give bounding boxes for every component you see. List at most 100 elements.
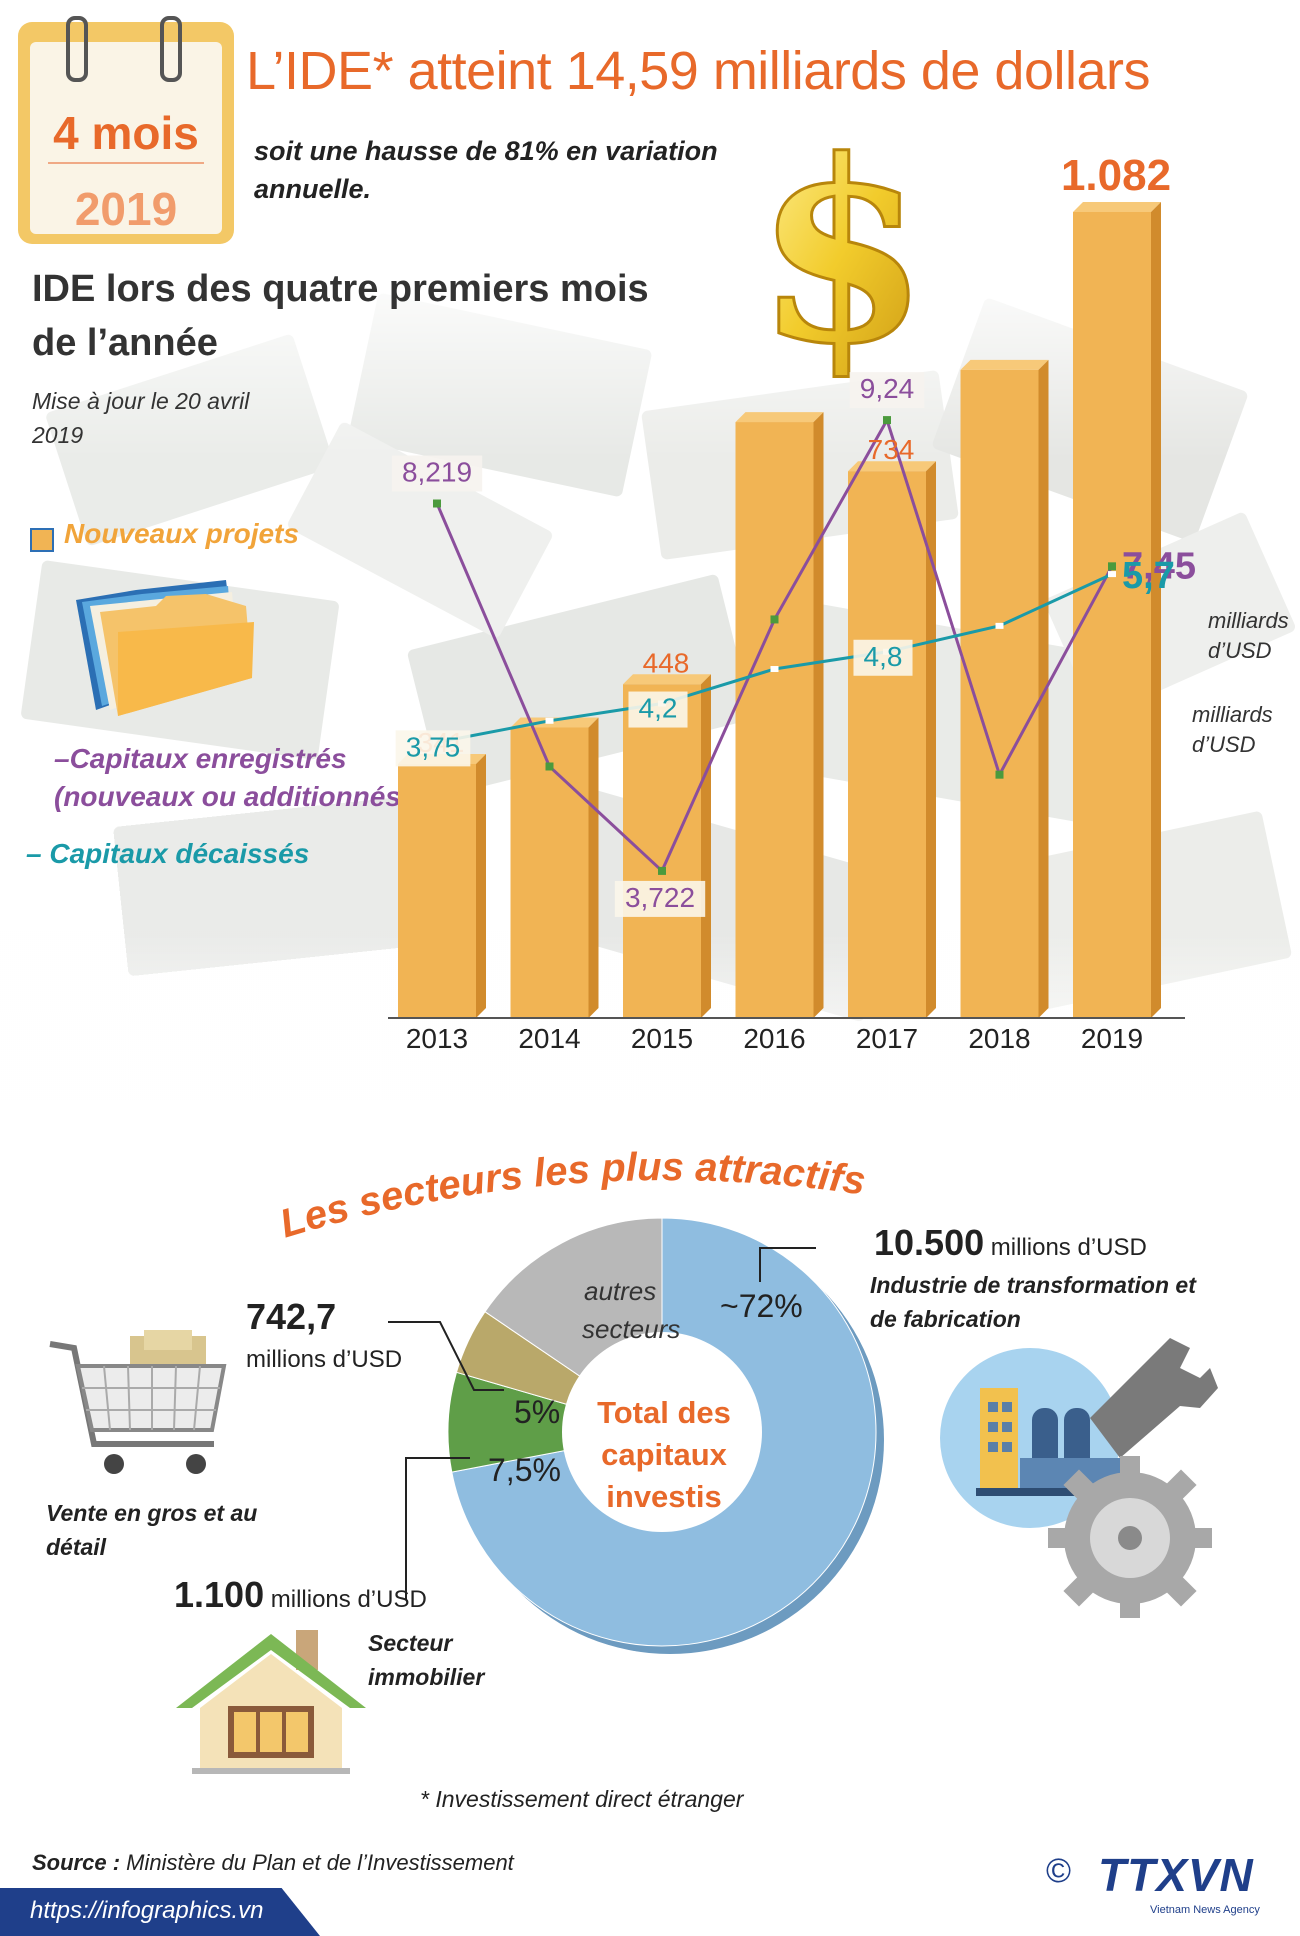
slice-label-others-1: autres <box>584 1276 657 1306</box>
legend-swatch-bars <box>30 528 54 552</box>
disbursed-label-2013: 3,75 <box>406 731 461 762</box>
calendar-divider <box>48 162 204 164</box>
x-tick-2019: 2019 <box>1081 1023 1143 1054</box>
calendar-ring <box>160 16 182 82</box>
marker-registered-2019 <box>1108 562 1116 571</box>
marker-disbursed-2019 <box>1108 571 1116 578</box>
realestate-value: 1.100 millions d’USD <box>174 1574 427 1615</box>
donut-hole <box>562 1332 762 1532</box>
disbursed-label-2019: 5,7 <box>1122 555 1175 597</box>
marker-registered-2014 <box>545 762 554 771</box>
x-tick-2016: 2016 <box>743 1023 805 1054</box>
source: Source : Ministère du Plan et de l’Inves… <box>32 1850 514 1875</box>
unit-registered: milliards d’USD <box>1208 608 1289 663</box>
realestate-label: Secteur immobilier <box>368 1630 485 1690</box>
calendar-icon: 4 mois 2019 <box>18 16 234 244</box>
donut-center-label: Total des capitaux investis <box>597 1395 731 1514</box>
calendar-page <box>30 42 222 234</box>
sector-donut-chart <box>447 1217 884 1654</box>
x-tick-2015: 2015 <box>631 1023 693 1054</box>
folder-icon <box>76 580 254 716</box>
registered-label-2013-bg <box>391 455 483 492</box>
website-link[interactable]: https://infographics.vn <box>30 1897 264 1924</box>
combo-chart: 3414487341.0828,2193,7229,247,453,754,24… <box>388 151 1196 1054</box>
x-tick-2017: 2017 <box>856 1023 918 1054</box>
retail-label: Vente en gros et au détail <box>46 1500 258 1560</box>
marker-registered-2017 <box>883 416 891 425</box>
factory-gear-icon <box>940 1338 1218 1618</box>
registered-label-2013: 8,219 <box>402 457 472 488</box>
x-axis: 2013 2014 2015 2016 2017 2018 2019 <box>388 1017 1185 1054</box>
calendar-year: 2019 <box>74 183 178 235</box>
bar-side <box>588 717 599 1018</box>
legend-disbursed-capital: – Capitaux décaissés <box>26 838 310 869</box>
copyright-icon: © <box>1046 1852 1072 1890</box>
bar-2018 <box>960 369 1039 1018</box>
disbursed-label-2013-bg <box>395 730 471 767</box>
legend-new-projects: Nouveaux projets <box>64 518 299 549</box>
update-note: Mise à jour le 20 avril 2019 <box>32 388 250 448</box>
footnote: * Investissement direct étranger <box>420 1786 744 1812</box>
marker-registered-2013 <box>433 499 441 508</box>
marker-disbursed-2014 <box>545 717 554 724</box>
industry-label: Industrie de transformation et de fabric… <box>870 1272 1196 1332</box>
legend-registered-capital: –Capitaux enregistrés (nouveaux ou addit… <box>54 743 419 812</box>
unit-disbursed: milliards d’USD <box>1192 702 1273 757</box>
house-icon <box>176 1630 366 1774</box>
bar-side <box>1151 202 1161 1018</box>
svg-text:$: $ <box>755 128 929 378</box>
bar-top <box>1073 202 1161 212</box>
marker-registered-2016 <box>770 615 779 624</box>
donut-slice-1 <box>447 1371 663 1473</box>
bar-2016 <box>735 422 814 1018</box>
bar-label-2017: 734 <box>868 434 915 465</box>
shopping-cart-icon <box>49 1330 227 1474</box>
slice-label-others-2: secteurs <box>582 1314 681 1344</box>
bar-2013 <box>398 763 476 1018</box>
disbursed-label-2017-bg <box>853 639 913 676</box>
registered-label-2019: 7,45 <box>1122 545 1196 587</box>
labels-layer: 3414487341.0828,2193,7229,247,453,754,24… <box>391 151 1196 917</box>
registered-label-2015-bg <box>614 880 706 917</box>
x-tick-2013: 2013 <box>406 1023 468 1054</box>
ttxvn-logo-subtitle: Vietnam News Agency <box>1150 1904 1260 1916</box>
sectors-title: Les secteurs les plus attractifs <box>275 1145 868 1246</box>
marker-registered-2018 <box>995 770 1004 779</box>
dollar-icon: $ <box>754 128 931 378</box>
x-tick-2014: 2014 <box>518 1023 580 1054</box>
calendar-period: 4 mois <box>53 107 199 159</box>
disbursed-label-2015-bg <box>628 691 688 728</box>
bar-top <box>848 461 936 472</box>
website-bar <box>0 1888 320 1936</box>
bar-side <box>813 412 824 1018</box>
registered-label-2017-bg <box>849 372 925 409</box>
bar-top <box>623 674 711 685</box>
disbursed-label-2015: 4,2 <box>639 693 678 724</box>
industry-value: 10.500 millions d’USD <box>874 1222 1147 1263</box>
bar-2014 <box>510 727 589 1018</box>
bar-2015 <box>623 684 701 1018</box>
slice-label-retail: 5% <box>514 1394 561 1430</box>
slice-label-realestate: 7,5% <box>488 1452 561 1488</box>
ttxvn-logo: TTXVN <box>1098 1849 1254 1901</box>
slice-label-industry: ~72% <box>720 1288 803 1324</box>
retail-value: 742,7 <box>246 1296 337 1337</box>
bar-side <box>926 461 936 1018</box>
bar-top <box>735 412 824 423</box>
marker-registered-2015 <box>658 866 666 875</box>
page-title: L’IDE* atteint 14,59 milliards de dollar… <box>246 41 1151 101</box>
marker-disbursed-2018 <box>995 622 1004 629</box>
registered-label-2017: 9,24 <box>860 373 915 404</box>
bar-side <box>701 674 711 1018</box>
page-subtitle: soit une hausse de 81% en variation annu… <box>254 136 718 204</box>
marker-disbursed-2016 <box>770 666 779 673</box>
bar-2017 <box>848 471 926 1018</box>
registered-label-2015: 3,722 <box>625 882 695 913</box>
disbursed-label-2017: 4,8 <box>864 641 903 672</box>
callout-lines <box>388 1247 816 1600</box>
bar-label-2019: 1.082 <box>1061 151 1171 200</box>
bar-side <box>1038 359 1049 1018</box>
retail-unit: millions d’USD <box>246 1346 403 1373</box>
bar-label-2015: 448 <box>643 647 690 678</box>
calendar-ring <box>66 16 88 82</box>
